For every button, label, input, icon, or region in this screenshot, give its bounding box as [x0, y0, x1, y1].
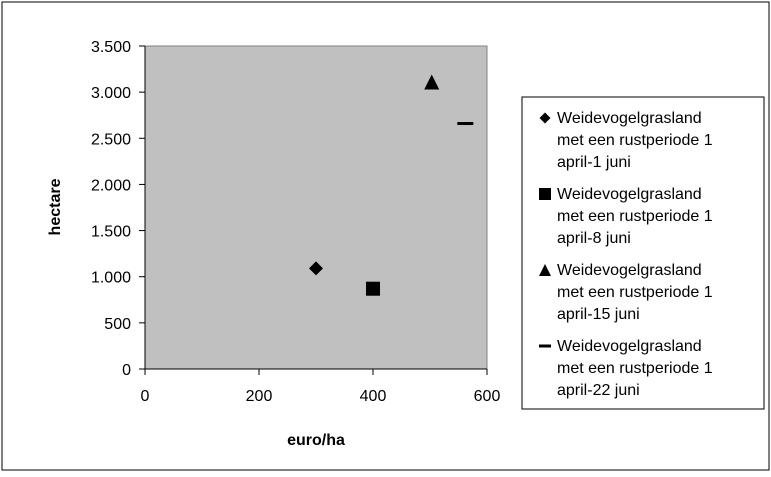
- legend-label: met een rustperiode 1: [557, 208, 713, 225]
- plot-area: [144, 45, 488, 370]
- legend-label: april-15 juni: [557, 306, 640, 323]
- legend-label: met een rustperiode 1: [557, 284, 713, 301]
- legend-label: Weidevogelgrasland: [557, 262, 702, 279]
- y-tick-label: 2.500: [91, 131, 131, 148]
- x-tick-label: 0: [141, 388, 150, 405]
- data-points: [309, 74, 474, 296]
- y-tick-label: 3.000: [91, 85, 131, 102]
- legend-label: met een rustperiode 1: [557, 132, 713, 149]
- x-tick-label: 600: [474, 388, 501, 405]
- x-axis-title: euro/ha: [287, 432, 345, 449]
- legend-marker-dash: [539, 344, 551, 348]
- legend-marker-diamond: [539, 112, 551, 124]
- legend-marker-square: [539, 188, 551, 200]
- y-tick-label: 500: [104, 316, 131, 333]
- data-point-triangle: [424, 74, 440, 90]
- y-tick-label: 1.000: [91, 270, 131, 287]
- legend-label: april-22 juni: [557, 382, 640, 399]
- data-point-diamond: [309, 261, 323, 276]
- legend-label: Weidevogelgrasland: [557, 110, 702, 127]
- x-tick-label: 400: [360, 388, 387, 405]
- data-point-dash: [457, 122, 474, 126]
- axes: 0 500 1.000 1.500 2.000 2.500 3.000 3.500 0 200 40…: [91, 39, 500, 405]
- legend-label: met een rustperiode 1: [557, 360, 713, 377]
- legend-label: april-8 juni: [557, 230, 631, 247]
- y-tick-label: 1.500: [91, 224, 131, 241]
- y-tick-label: 0: [122, 362, 131, 379]
- legend-label: april-1 juni: [557, 154, 631, 171]
- x-tick-label: 200: [246, 388, 273, 405]
- y-tick-label: 3.500: [91, 39, 131, 56]
- y-tick-label: 2.000: [91, 177, 131, 194]
- legend-marker-triangle: [539, 264, 551, 276]
- y-axis-title: hectare: [47, 178, 64, 235]
- legend: Weidevogelgrasland met een rustperiode 1 a…: [539, 110, 713, 399]
- data-point-square: [366, 281, 380, 296]
- legend-label: Weidevogelgrasland: [557, 186, 702, 203]
- legend-label: Weidevogelgrasland: [557, 338, 702, 355]
- legend-box: [521, 96, 765, 410]
